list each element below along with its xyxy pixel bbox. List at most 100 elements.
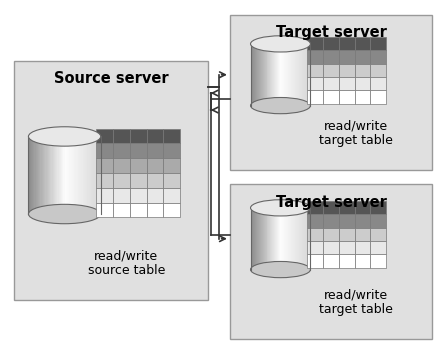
- Bar: [113, 143, 130, 158]
- Bar: [323, 64, 339, 77]
- Polygon shape: [298, 208, 300, 269]
- Polygon shape: [43, 136, 44, 214]
- Polygon shape: [281, 208, 282, 269]
- Ellipse shape: [251, 97, 310, 114]
- Bar: [307, 77, 323, 90]
- Polygon shape: [293, 208, 294, 269]
- Bar: [370, 37, 386, 50]
- Bar: [307, 64, 323, 77]
- Text: Source server: Source server: [53, 71, 168, 86]
- Polygon shape: [279, 208, 281, 269]
- Polygon shape: [63, 136, 65, 214]
- Polygon shape: [60, 136, 61, 214]
- Polygon shape: [291, 208, 293, 269]
- Polygon shape: [279, 44, 281, 105]
- Polygon shape: [300, 208, 301, 269]
- Polygon shape: [294, 208, 295, 269]
- Bar: [307, 241, 323, 255]
- Polygon shape: [268, 208, 270, 269]
- Polygon shape: [94, 136, 95, 214]
- Bar: [147, 143, 163, 158]
- Polygon shape: [271, 44, 272, 105]
- Bar: [354, 77, 370, 90]
- Polygon shape: [99, 136, 101, 214]
- Bar: [130, 158, 147, 173]
- Polygon shape: [270, 44, 271, 105]
- Polygon shape: [286, 44, 287, 105]
- Bar: [323, 214, 339, 228]
- Polygon shape: [251, 208, 252, 269]
- Polygon shape: [88, 136, 89, 214]
- Bar: [370, 241, 386, 255]
- Bar: [370, 228, 386, 241]
- Bar: [113, 173, 130, 188]
- Bar: [323, 255, 339, 268]
- Polygon shape: [259, 208, 260, 269]
- Polygon shape: [95, 136, 96, 214]
- Polygon shape: [76, 136, 78, 214]
- Polygon shape: [65, 136, 66, 214]
- Bar: [354, 201, 370, 214]
- Polygon shape: [58, 136, 60, 214]
- Polygon shape: [252, 44, 254, 105]
- Bar: [113, 158, 130, 173]
- Bar: [339, 37, 354, 50]
- Polygon shape: [271, 208, 272, 269]
- Polygon shape: [290, 44, 291, 105]
- Bar: [354, 90, 370, 104]
- Bar: [370, 90, 386, 104]
- Polygon shape: [263, 208, 264, 269]
- Bar: [339, 90, 354, 104]
- Polygon shape: [50, 136, 51, 214]
- Polygon shape: [282, 44, 283, 105]
- Polygon shape: [53, 136, 54, 214]
- Polygon shape: [298, 44, 300, 105]
- Ellipse shape: [251, 36, 310, 52]
- Polygon shape: [49, 136, 50, 214]
- Polygon shape: [28, 136, 30, 214]
- Bar: [339, 201, 354, 214]
- Polygon shape: [258, 44, 259, 105]
- Polygon shape: [89, 136, 90, 214]
- Polygon shape: [274, 208, 275, 269]
- Polygon shape: [98, 136, 99, 214]
- Polygon shape: [84, 136, 85, 214]
- Polygon shape: [255, 44, 256, 105]
- Polygon shape: [256, 44, 258, 105]
- Polygon shape: [46, 136, 48, 214]
- Polygon shape: [263, 44, 264, 105]
- Polygon shape: [90, 136, 91, 214]
- Polygon shape: [252, 208, 254, 269]
- Polygon shape: [278, 44, 279, 105]
- Ellipse shape: [28, 127, 101, 146]
- Bar: [307, 37, 323, 50]
- Text: read/write
target table: read/write target table: [319, 119, 392, 147]
- Bar: [354, 255, 370, 268]
- Bar: [307, 214, 323, 228]
- Bar: [96, 158, 113, 173]
- Bar: [370, 64, 386, 77]
- Polygon shape: [67, 136, 68, 214]
- Polygon shape: [283, 208, 285, 269]
- Polygon shape: [295, 44, 297, 105]
- Polygon shape: [55, 136, 56, 214]
- Polygon shape: [295, 208, 297, 269]
- Polygon shape: [285, 44, 286, 105]
- Bar: [354, 64, 370, 77]
- Polygon shape: [289, 44, 290, 105]
- Polygon shape: [290, 208, 291, 269]
- Polygon shape: [278, 208, 279, 269]
- Bar: [230, 184, 432, 339]
- Bar: [96, 202, 113, 217]
- Polygon shape: [56, 136, 57, 214]
- Polygon shape: [306, 44, 308, 105]
- Polygon shape: [272, 208, 274, 269]
- Bar: [163, 158, 180, 173]
- Bar: [14, 61, 208, 301]
- Polygon shape: [305, 208, 306, 269]
- Bar: [163, 173, 180, 188]
- Polygon shape: [83, 136, 84, 214]
- Bar: [339, 228, 354, 241]
- Polygon shape: [61, 136, 62, 214]
- Polygon shape: [294, 44, 295, 105]
